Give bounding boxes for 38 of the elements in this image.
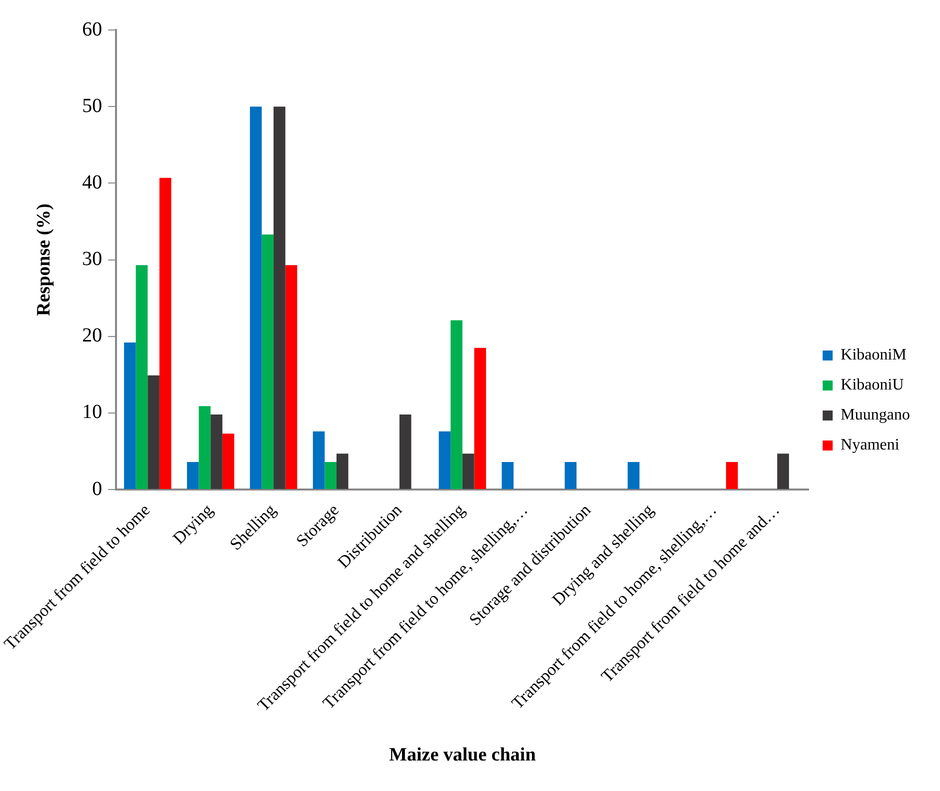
- y-axis-title: Response (%): [34, 204, 55, 316]
- bar: [262, 234, 274, 490]
- bar: [450, 320, 462, 490]
- bar: [222, 434, 234, 490]
- y-tick-label: 20: [82, 324, 102, 347]
- y-tick-label: 30: [82, 248, 102, 270]
- bar: [285, 265, 298, 490]
- bar: [502, 462, 514, 490]
- bar: [462, 454, 474, 490]
- bar: [312, 431, 325, 490]
- bar: [438, 431, 451, 490]
- bar: [564, 462, 577, 490]
- bar: [250, 106, 262, 490]
- bar: [336, 454, 348, 490]
- bar: [198, 406, 211, 490]
- bar: [124, 342, 136, 490]
- y-tick-label: 50: [82, 94, 102, 117]
- bar: [186, 462, 199, 490]
- y-tick-label: 60: [82, 18, 102, 40]
- bar: [274, 106, 286, 490]
- x-axis-title: Maize value chain: [389, 744, 536, 766]
- legend-label: Nyameni: [840, 436, 900, 454]
- y-tick-label: 0: [92, 478, 102, 500]
- bar: [210, 414, 222, 490]
- y-tick-label: 40: [82, 171, 102, 194]
- bar: [324, 462, 337, 490]
- legend-label: KibaoniM: [840, 346, 906, 364]
- bar: [148, 375, 160, 490]
- y-tick-label: 10: [82, 401, 102, 424]
- legend-label: KibaoniU: [840, 376, 904, 394]
- bar: [399, 414, 412, 490]
- legend-label: Muungano: [840, 406, 910, 424]
- bar: [628, 462, 640, 490]
- bar: [159, 178, 172, 490]
- bar: [726, 462, 738, 490]
- bar: [474, 348, 486, 490]
- bar: [777, 454, 789, 490]
- bar: [136, 265, 148, 490]
